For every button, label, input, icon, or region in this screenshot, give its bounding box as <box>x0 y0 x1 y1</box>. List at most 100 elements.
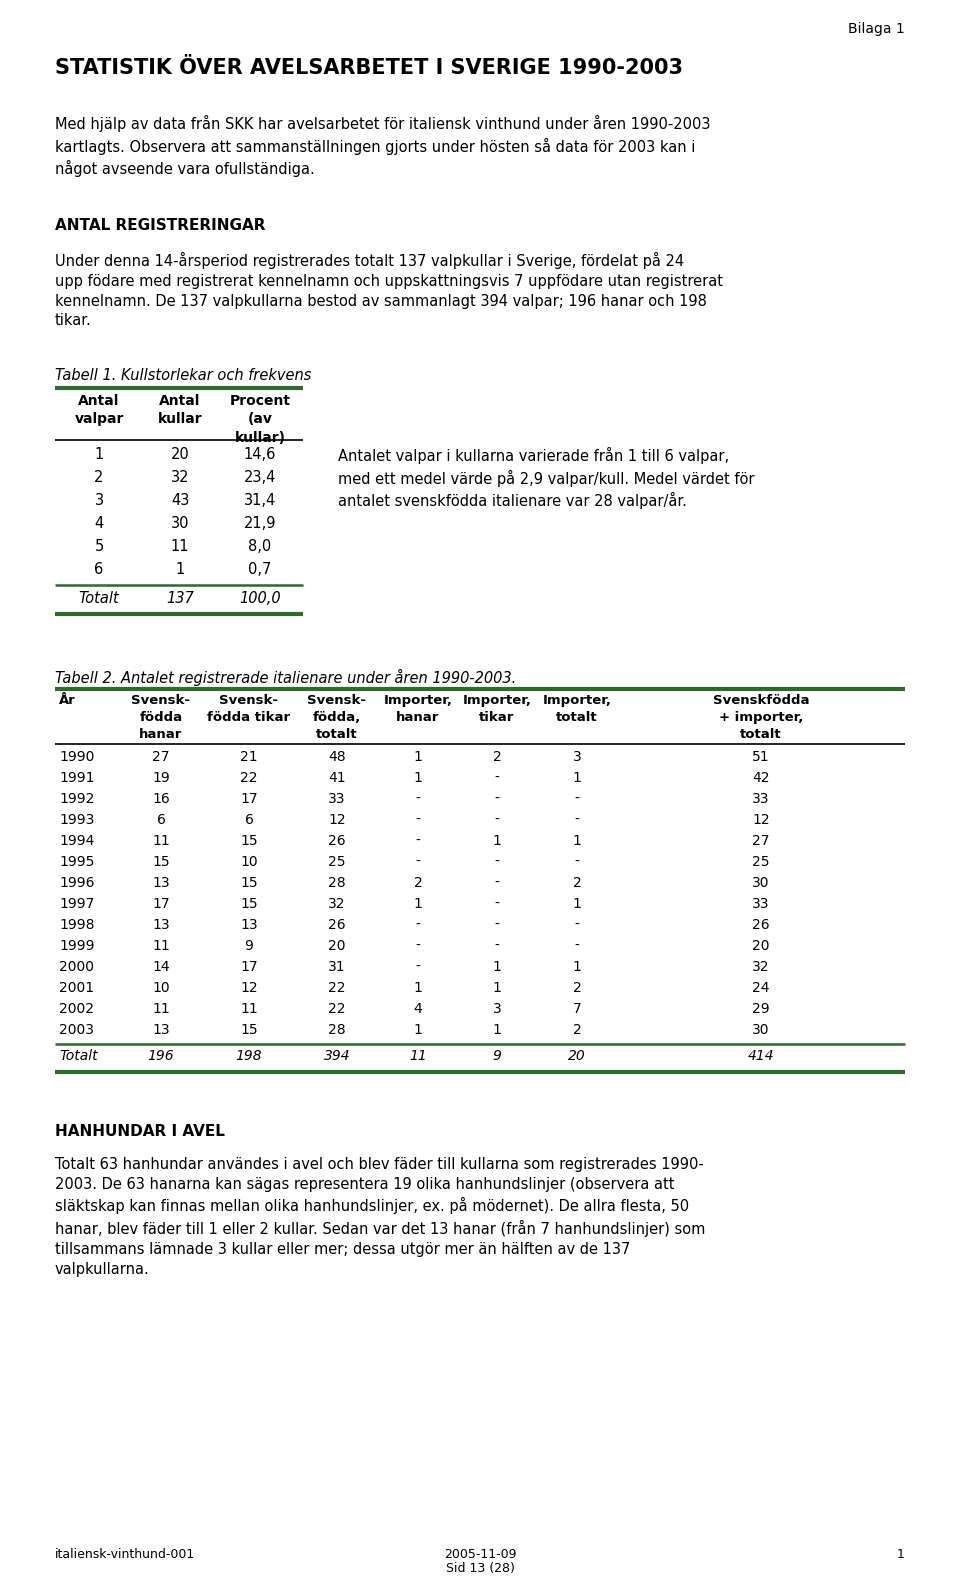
Text: 1: 1 <box>176 563 184 577</box>
Text: 15: 15 <box>153 856 170 868</box>
Text: -: - <box>494 771 499 785</box>
Text: 24: 24 <box>753 980 770 994</box>
Text: 17: 17 <box>240 960 258 974</box>
Text: 15: 15 <box>240 876 258 890</box>
Text: 6: 6 <box>156 813 165 827</box>
Text: 1: 1 <box>414 750 422 764</box>
Text: 20: 20 <box>328 939 346 953</box>
Text: 51: 51 <box>753 750 770 764</box>
Text: 1: 1 <box>414 771 422 785</box>
Text: 21,9: 21,9 <box>244 515 276 531</box>
Text: 6: 6 <box>94 563 104 577</box>
Text: 30: 30 <box>753 1023 770 1037</box>
Text: 2: 2 <box>572 1023 582 1037</box>
Text: 33: 33 <box>753 793 770 805</box>
Text: Importer,
totalt: Importer, totalt <box>542 693 612 723</box>
Text: 3: 3 <box>94 493 104 507</box>
Text: -: - <box>494 856 499 868</box>
Text: 10: 10 <box>240 856 258 868</box>
Text: 1998: 1998 <box>59 917 94 931</box>
Text: 2: 2 <box>572 980 582 994</box>
Text: 30: 30 <box>171 515 189 531</box>
Text: Importer,
hanar: Importer, hanar <box>383 693 452 723</box>
Text: 20: 20 <box>753 939 770 953</box>
Text: -: - <box>494 813 499 827</box>
Text: -: - <box>494 793 499 805</box>
Text: 43: 43 <box>171 493 189 507</box>
Text: 9: 9 <box>492 1050 501 1062</box>
Text: -: - <box>494 939 499 953</box>
Text: 1: 1 <box>898 1548 905 1560</box>
Text: 20: 20 <box>568 1050 586 1062</box>
Text: 14: 14 <box>153 960 170 974</box>
Text: 1999: 1999 <box>59 939 94 953</box>
Text: 14,6: 14,6 <box>244 448 276 462</box>
Text: 33: 33 <box>328 793 346 805</box>
Text: Totalt: Totalt <box>79 591 119 607</box>
Text: 394: 394 <box>324 1050 350 1062</box>
Text: År: År <box>59 693 76 708</box>
Text: Svenskfödda
+ importer,
totalt: Svenskfödda + importer, totalt <box>712 693 809 741</box>
Text: 3: 3 <box>572 750 582 764</box>
Text: HANHUNDAR I AVEL: HANHUNDAR I AVEL <box>55 1124 225 1139</box>
Text: 2: 2 <box>572 876 582 890</box>
Text: 1: 1 <box>414 897 422 911</box>
Text: 1996: 1996 <box>59 876 94 890</box>
Text: 22: 22 <box>328 980 346 994</box>
Text: 16: 16 <box>152 793 170 805</box>
Text: 17: 17 <box>153 897 170 911</box>
Text: 100,0: 100,0 <box>239 591 281 607</box>
Text: -: - <box>494 897 499 911</box>
Text: Svensk-
födda,
totalt: Svensk- födda, totalt <box>307 693 367 741</box>
Text: 25: 25 <box>328 856 346 868</box>
Text: Under denna 14-årsperiod registrerades totalt 137 valpkullar i Sverige, fördelat: Under denna 14-årsperiod registrerades t… <box>55 252 723 328</box>
Text: 42: 42 <box>753 771 770 785</box>
Text: 5: 5 <box>94 539 104 555</box>
Text: italiensk-vinthund-001: italiensk-vinthund-001 <box>55 1548 195 1560</box>
Text: Antalet valpar i kullarna varierade från 1 till 6 valpar,
med ett medel värde på: Antalet valpar i kullarna varierade från… <box>338 448 755 509</box>
Text: -: - <box>416 856 420 868</box>
Text: 15: 15 <box>240 897 258 911</box>
Text: 3: 3 <box>492 1002 501 1017</box>
Text: 1: 1 <box>572 834 582 848</box>
Text: 15: 15 <box>240 1023 258 1037</box>
Text: Procent
(av
kullar): Procent (av kullar) <box>229 394 291 444</box>
Text: 13: 13 <box>153 876 170 890</box>
Text: 33: 33 <box>753 897 770 911</box>
Text: 1991: 1991 <box>59 771 94 785</box>
Text: 12: 12 <box>240 980 258 994</box>
Text: -: - <box>416 939 420 953</box>
Text: -: - <box>494 876 499 890</box>
Text: 1992: 1992 <box>59 793 94 805</box>
Text: 26: 26 <box>328 834 346 848</box>
Text: 1: 1 <box>492 980 501 994</box>
Text: 198: 198 <box>236 1050 262 1062</box>
Text: Antal
valpar: Antal valpar <box>74 394 124 427</box>
Text: 22: 22 <box>328 1002 346 1017</box>
Text: Svensk-
födda tikar: Svensk- födda tikar <box>207 693 291 723</box>
Text: 2001: 2001 <box>59 980 94 994</box>
Text: Importer,
tikar: Importer, tikar <box>463 693 532 723</box>
Text: 11: 11 <box>171 539 189 555</box>
Text: -: - <box>575 793 580 805</box>
Text: Sid 13 (28): Sid 13 (28) <box>445 1562 515 1574</box>
Text: -: - <box>416 917 420 931</box>
Text: 1: 1 <box>492 834 501 848</box>
Text: -: - <box>575 856 580 868</box>
Text: 8,0: 8,0 <box>249 539 272 555</box>
Text: 2002: 2002 <box>59 1002 94 1017</box>
Text: 1: 1 <box>94 448 104 462</box>
Text: Tabell 2. Antalet registrerade italienare under åren 1990-2003.: Tabell 2. Antalet registrerade italienar… <box>55 668 516 686</box>
Text: 0,7: 0,7 <box>249 563 272 577</box>
Text: 32: 32 <box>753 960 770 974</box>
Text: 137: 137 <box>166 591 194 607</box>
Text: 48: 48 <box>328 750 346 764</box>
Text: 1: 1 <box>572 897 582 911</box>
Text: 22: 22 <box>240 771 257 785</box>
Text: 13: 13 <box>153 917 170 931</box>
Text: 4: 4 <box>414 1002 422 1017</box>
Text: 1: 1 <box>414 980 422 994</box>
Text: 17: 17 <box>240 793 258 805</box>
Text: 7: 7 <box>572 1002 582 1017</box>
Text: 11: 11 <box>240 1002 258 1017</box>
